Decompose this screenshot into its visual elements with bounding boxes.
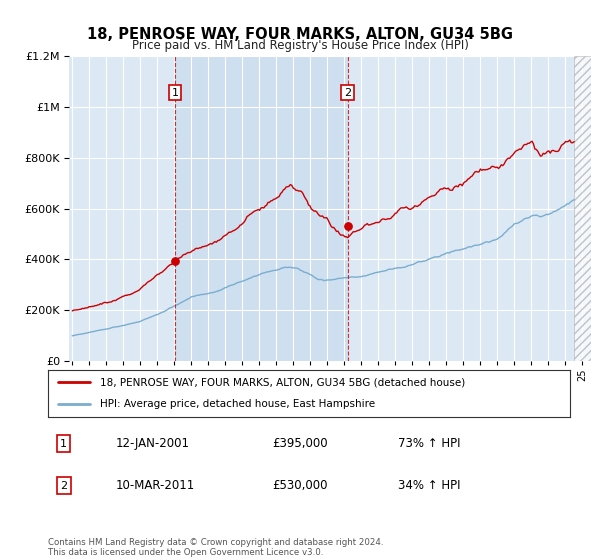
Text: 2: 2 — [344, 87, 351, 97]
Point — [170, 256, 180, 265]
Text: 2: 2 — [60, 481, 67, 491]
Point — [343, 222, 352, 231]
Text: Contains HM Land Registry data © Crown copyright and database right 2024.
This d: Contains HM Land Registry data © Crown c… — [48, 538, 383, 557]
Text: 1: 1 — [60, 439, 67, 449]
Text: £395,000: £395,000 — [272, 437, 328, 450]
Text: 73% ↑ HPI: 73% ↑ HPI — [398, 437, 460, 450]
Text: 34% ↑ HPI: 34% ↑ HPI — [398, 479, 460, 492]
Text: £530,000: £530,000 — [272, 479, 328, 492]
Text: 1: 1 — [172, 87, 179, 97]
Text: Price paid vs. HM Land Registry's House Price Index (HPI): Price paid vs. HM Land Registry's House … — [131, 39, 469, 52]
Text: 10-MAR-2011: 10-MAR-2011 — [116, 479, 195, 492]
Text: 18, PENROSE WAY, FOUR MARKS, ALTON, GU34 5BG: 18, PENROSE WAY, FOUR MARKS, ALTON, GU34… — [87, 27, 513, 42]
Text: 12-JAN-2001: 12-JAN-2001 — [116, 437, 190, 450]
Bar — [574, 56, 600, 361]
Bar — [175, 56, 347, 361]
Text: HPI: Average price, detached house, East Hampshire: HPI: Average price, detached house, East… — [100, 399, 376, 409]
Text: 18, PENROSE WAY, FOUR MARKS, ALTON, GU34 5BG (detached house): 18, PENROSE WAY, FOUR MARKS, ALTON, GU34… — [100, 377, 466, 388]
